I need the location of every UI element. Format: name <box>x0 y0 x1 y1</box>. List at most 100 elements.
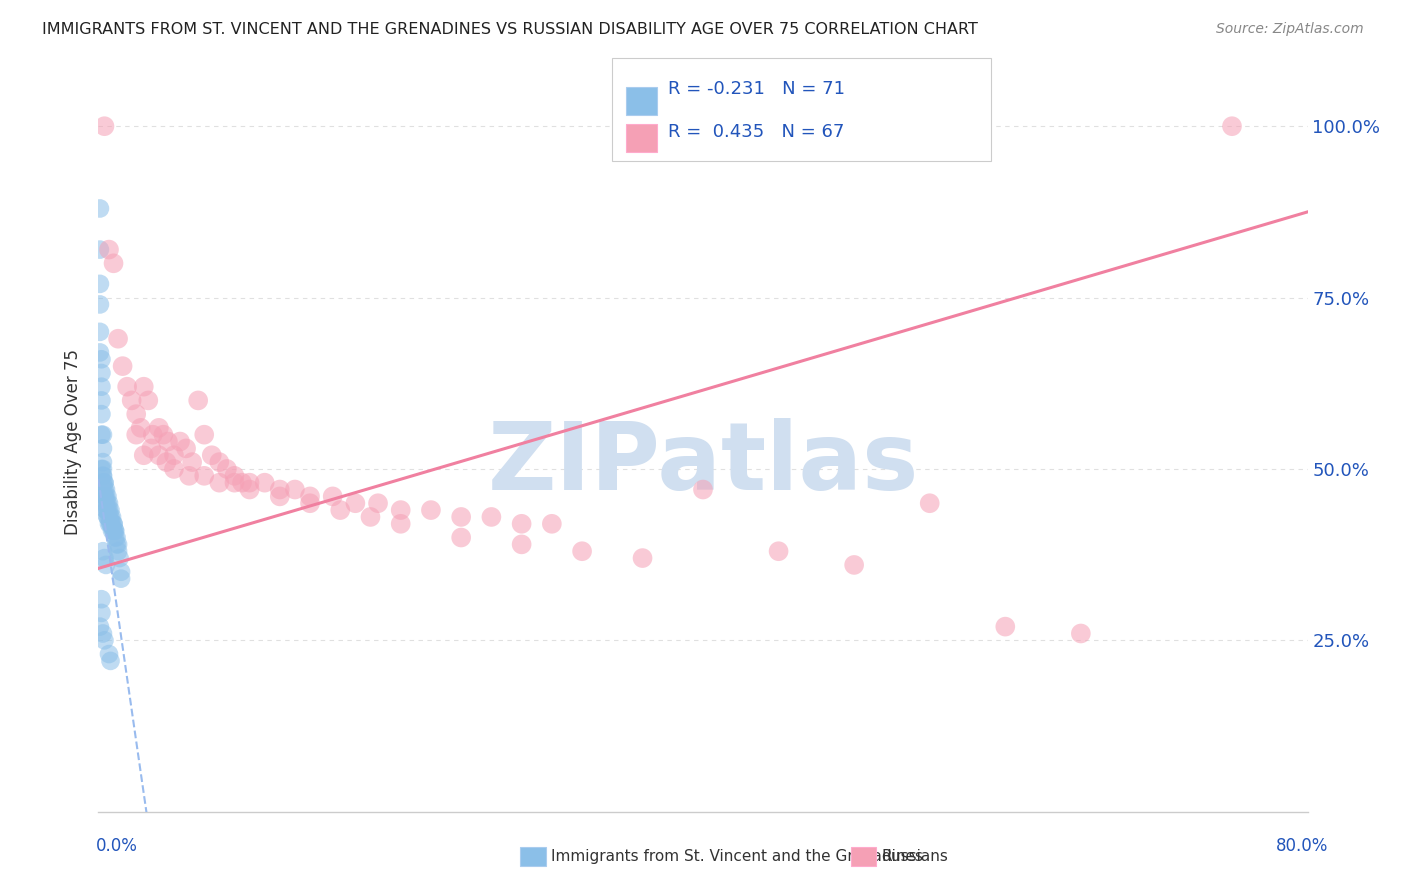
Text: Immigrants from St. Vincent and the Grenadines: Immigrants from St. Vincent and the Gren… <box>551 849 924 863</box>
Point <box>93 483 115 497</box>
Point <box>918 496 941 510</box>
Point <box>89 325 111 339</box>
Point <box>90 380 112 394</box>
Point <box>155 455 177 469</box>
Point <box>108 551 131 566</box>
Point <box>89 277 111 291</box>
Point <box>98 510 121 524</box>
Point <box>299 496 322 510</box>
Point <box>768 544 790 558</box>
Point <box>89 243 111 257</box>
Point <box>360 510 382 524</box>
Point <box>91 462 114 476</box>
Point <box>89 297 111 311</box>
Point <box>389 503 412 517</box>
Point <box>96 503 118 517</box>
Point <box>253 475 276 490</box>
Point <box>540 516 562 531</box>
Point <box>94 496 117 510</box>
Point <box>93 475 115 490</box>
Point <box>103 516 125 531</box>
Point <box>96 496 118 510</box>
Point <box>163 448 186 462</box>
Point <box>208 455 231 469</box>
Point <box>239 483 262 497</box>
Point <box>105 537 128 551</box>
Point <box>450 510 472 524</box>
Point <box>94 503 117 517</box>
Point <box>100 503 122 517</box>
Point <box>89 619 111 633</box>
Point <box>125 407 148 421</box>
Point <box>181 455 204 469</box>
Point <box>115 380 138 394</box>
Point <box>329 503 352 517</box>
Text: ZIPatlas: ZIPatlas <box>488 417 918 509</box>
Point <box>91 626 114 640</box>
Point <box>692 483 714 497</box>
Point <box>104 531 127 545</box>
Point <box>93 489 115 503</box>
Point <box>107 544 129 558</box>
Point <box>98 243 121 257</box>
Text: IMMIGRANTS FROM ST. VINCENT AND THE GRENADINES VS RUSSIAN DISABILITY AGE OVER 75: IMMIGRANTS FROM ST. VINCENT AND THE GREN… <box>42 22 979 37</box>
Point <box>179 468 201 483</box>
Point <box>193 468 215 483</box>
Point <box>91 468 114 483</box>
Point <box>169 434 191 449</box>
Point <box>224 468 246 483</box>
Point <box>101 516 124 531</box>
Point <box>142 427 165 442</box>
Point <box>93 496 115 510</box>
Point <box>90 606 112 620</box>
Point <box>90 592 112 607</box>
Point <box>100 516 122 531</box>
Text: Russians: Russians <box>882 849 949 863</box>
Point <box>101 510 124 524</box>
Point <box>1070 626 1092 640</box>
Point <box>129 421 152 435</box>
Text: 0.0%: 0.0% <box>96 837 138 855</box>
Point <box>132 448 155 462</box>
Point <box>94 483 117 497</box>
Point <box>148 448 170 462</box>
Point <box>90 462 112 476</box>
Point <box>93 489 115 503</box>
Point <box>90 427 112 442</box>
Point <box>156 434 179 449</box>
Point <box>322 489 344 503</box>
Point <box>93 119 115 133</box>
Point <box>110 565 132 579</box>
Point <box>100 654 122 668</box>
Point <box>111 359 134 373</box>
Point <box>132 380 155 394</box>
Point <box>148 421 170 435</box>
Point <box>89 202 111 216</box>
Point <box>101 524 124 538</box>
Point <box>96 489 118 503</box>
Point <box>91 455 114 469</box>
Point <box>91 442 114 456</box>
Point <box>107 332 129 346</box>
Point <box>136 393 159 408</box>
Point <box>107 537 129 551</box>
Point <box>96 510 118 524</box>
Point <box>389 516 412 531</box>
Point <box>90 393 112 408</box>
Point <box>94 503 117 517</box>
Point <box>93 475 115 490</box>
Text: 80.0%: 80.0% <box>1277 837 1329 855</box>
Point <box>269 483 291 497</box>
Point <box>187 393 209 408</box>
Point <box>510 516 533 531</box>
Point <box>100 516 122 531</box>
Point <box>110 572 132 586</box>
Point <box>96 510 118 524</box>
Point <box>90 407 112 421</box>
Point <box>103 524 125 538</box>
Point <box>481 510 503 524</box>
Point <box>103 516 125 531</box>
Text: R = -0.231   N = 71: R = -0.231 N = 71 <box>668 79 845 98</box>
Point <box>152 427 174 442</box>
Point <box>98 516 121 531</box>
